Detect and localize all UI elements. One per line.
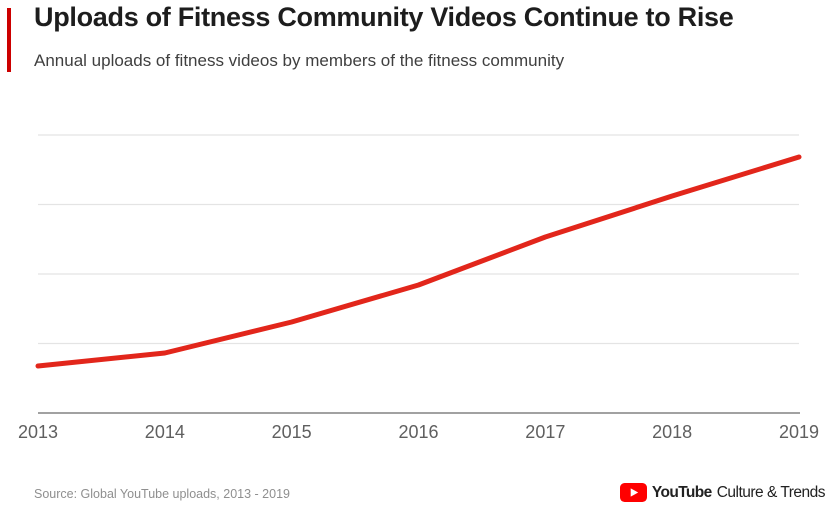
source-text: Source: Global YouTube uploads, 2013 - 2… [34, 487, 290, 501]
youtube-culture-trends-logo: YouTube Culture & Trends [619, 482, 826, 503]
title-accent-bar [7, 8, 11, 72]
x-axis-label: 2014 [144, 422, 185, 442]
trend-line [35, 154, 802, 369]
page-title: Uploads of Fitness Community Videos Cont… [34, 2, 734, 32]
youtube-play-icon [619, 483, 647, 502]
x-axis-labels: 2013 2014 2015 2016 2017 2018 2019 [0, 422, 840, 446]
x-axis-label: 2018 [652, 422, 693, 442]
logo-suffix-text: Culture & Trends [716, 483, 826, 501]
youtube-wordmark: YouTube [651, 483, 712, 501]
x-axis-label: 2017 [525, 422, 566, 442]
x-axis-label: 2016 [398, 422, 439, 442]
page-subtitle: Annual uploads of fitness videos by memb… [34, 51, 565, 70]
x-axis-label: 2015 [271, 422, 312, 442]
x-axis-label: 2013 [17, 422, 59, 442]
x-axis-label: 2019 [778, 422, 820, 442]
gridlines [38, 134, 799, 345]
